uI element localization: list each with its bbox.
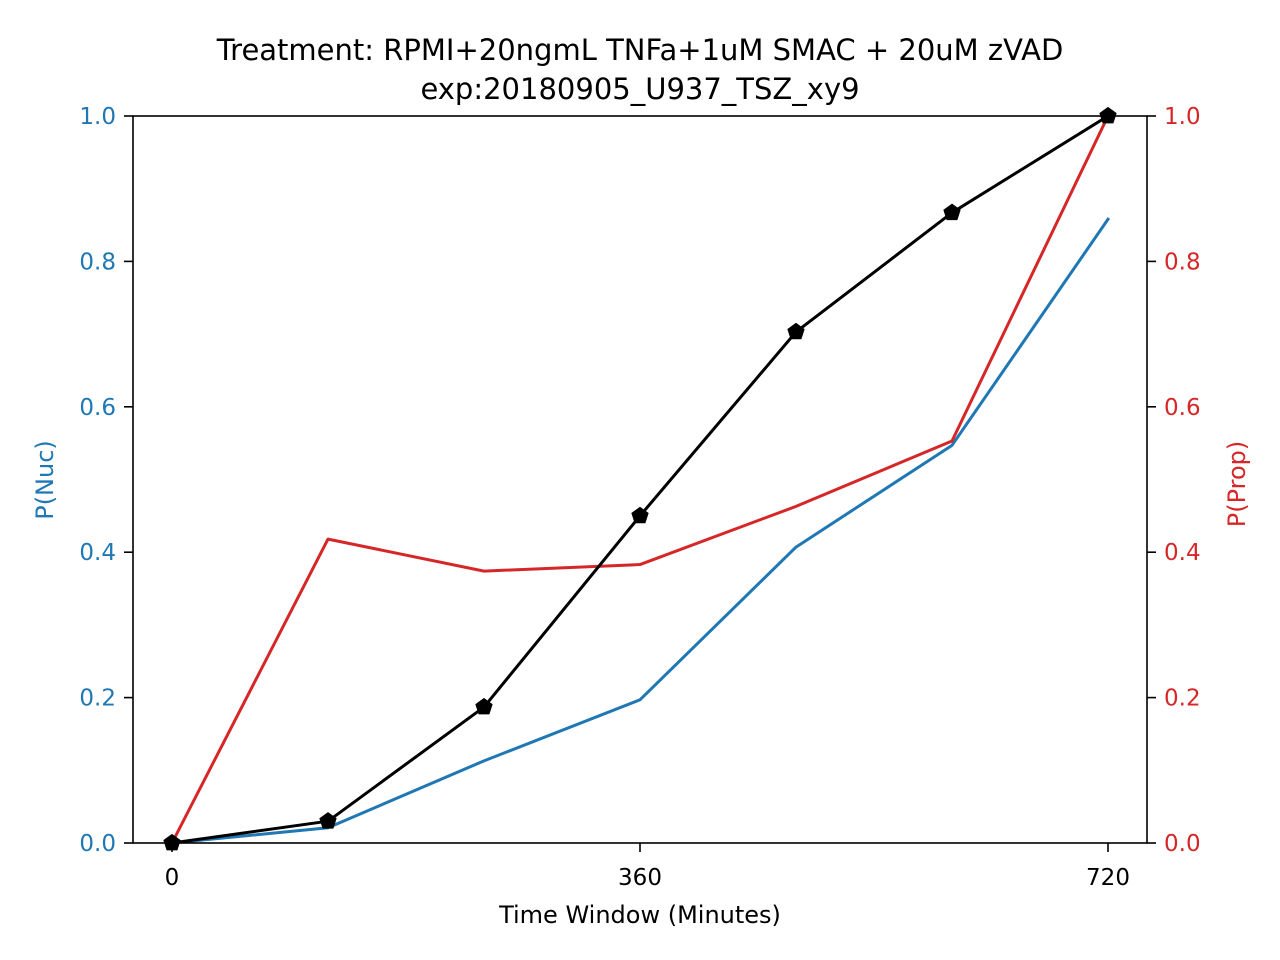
- chart-subtitle: exp:20180905_U937_TSZ_xy9: [420, 72, 859, 106]
- series-2-point-1: [319, 812, 337, 829]
- series-2-point-4: [787, 322, 805, 340]
- plot-frame: [132, 115, 1148, 844]
- series-2-point-2: [475, 697, 493, 715]
- series-line-0: [170, 217, 1111, 845]
- series-2-point-5: [943, 203, 961, 221]
- series-line-2: [170, 113, 1111, 845]
- x-tick-label-0: 0: [165, 865, 180, 891]
- series-layer: [163, 106, 1117, 851]
- x-axis-label: Time Window (Minutes): [498, 901, 781, 929]
- y-left-tick-label-2: 0.4: [79, 540, 116, 566]
- chart-title: Treatment: RPMI+20ngmL TNFa+1uM SMAC + 2…: [216, 33, 1064, 67]
- y-right-tick-label-5: 1.0: [1164, 104, 1201, 130]
- y-axis-label-right: P(Prop): [1223, 441, 1251, 528]
- y-right-tick-label-3: 0.6: [1164, 395, 1201, 421]
- series-2-point-3: [631, 506, 649, 524]
- ticks-layer: 0 360 720 0.0 0.2 0.4 0.6 0.8 1.0 0.0 0.2 0.4 0.6 0.8…: [79, 104, 1200, 891]
- x-tick-label-2: 720: [1086, 865, 1130, 891]
- y-left-tick-label-4: 0.8: [79, 249, 116, 275]
- y-axis-label-left: P(Nuc): [31, 440, 59, 520]
- series-line-1: [169, 113, 1111, 846]
- y-right-tick-label-1: 0.2: [1164, 686, 1201, 712]
- y-right-tick-label-4: 0.8: [1164, 249, 1201, 275]
- y-right-tick-label-0: 0.0: [1164, 831, 1201, 857]
- x-tick-label-1: 360: [618, 865, 662, 891]
- series-2-point-6: [1099, 106, 1117, 124]
- y-left-tick-label-5: 1.0: [79, 104, 116, 130]
- y-left-tick-label-1: 0.2: [79, 686, 116, 712]
- y-left-tick-label-3: 0.6: [79, 395, 116, 421]
- y-right-tick-label-2: 0.4: [1164, 540, 1201, 566]
- y-left-tick-label-0: 0.0: [79, 831, 116, 857]
